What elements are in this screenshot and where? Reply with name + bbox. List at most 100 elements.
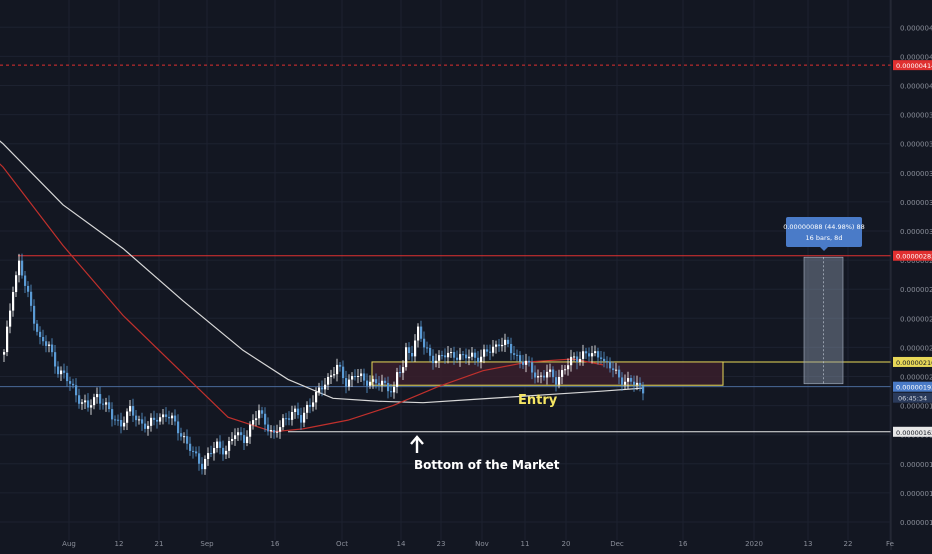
time-tick-label: 20 [562,540,571,548]
candle-down [192,450,195,452]
candle-down [474,352,477,358]
candle-down [510,343,513,354]
candle-up [414,340,417,357]
price-tick-label: 0.00000360 [900,141,932,149]
candle-down [156,419,159,422]
candle-down [153,417,156,420]
candle-up [327,376,330,385]
candle-up [471,352,474,357]
candle-up [279,427,282,432]
candle-up [204,458,207,470]
candle-up [159,417,162,422]
candle-up [60,370,63,375]
time-tick-label: 16 [679,540,688,548]
candle-down [99,394,102,404]
candle-up [162,414,165,418]
candle-up [312,402,315,407]
candle-down [516,354,519,356]
candle-up [231,438,234,442]
candle-down [321,387,324,390]
candle-up [3,352,6,355]
candle-down [366,380,369,386]
candle-down [519,355,522,362]
time-tick-label: Dec [610,540,624,548]
candle-up [123,422,126,427]
candle-down [177,421,180,434]
price-axis[interactable]: 0.000001000.000001200.000001400.00000160… [890,0,932,550]
candle-down [264,413,267,425]
candle-up [306,404,309,413]
time-tick-label: 14 [397,540,406,548]
candle-up [12,292,15,311]
candle-up [438,355,441,361]
candle-up [468,356,471,359]
candle-up [207,453,210,459]
candle-down [39,331,42,337]
candle-up [234,435,237,439]
candle-down [363,373,366,381]
time-tick-label: 13 [804,540,813,548]
candle-down [375,379,378,384]
time-tick-label: 22 [844,540,853,548]
candle-up [417,326,420,341]
candle-up [324,384,327,390]
candle-up [540,375,543,377]
price-tag-resistance-top-bg [893,60,932,71]
candle-down [120,420,123,427]
countdown-tag-bg [893,392,932,403]
candle-down [141,419,144,424]
candle-up [537,376,540,378]
candle-down [453,352,456,358]
candle-up [9,310,12,327]
candle-down [285,418,288,420]
time-tick-label: Nov [475,540,489,548]
candle-up [216,441,219,449]
candle-down [639,382,642,386]
annotations-layer: Entry Bottom of the Market [410,393,560,472]
candle-down [57,366,60,375]
candle-down [210,453,213,455]
candle-down [531,362,534,373]
candle-down [609,361,612,369]
candle-down [342,366,345,379]
candle-up [561,370,564,377]
candle-down [408,347,411,353]
candle-down [390,391,393,393]
measure-label-pointer [820,247,828,251]
time-tick-label: 11 [521,540,530,548]
candle-down [429,347,432,356]
candle-down [603,358,606,362]
price-tick-label: 0.00000100 [900,519,932,527]
candle-down [387,382,390,392]
price-tick-label: 0.00000280 [900,257,932,265]
candle-down [78,395,81,404]
candle-up [318,387,321,392]
candle-up [276,431,279,433]
candle-down [486,349,489,352]
candle-up [369,381,372,386]
price-tag-zone-top: 0.00000210 [896,359,932,367]
candle-down [630,378,633,382]
candle-up [570,356,573,366]
price-tick-label: 0.00000440 [900,24,932,32]
candle-up [258,410,261,419]
candle-up [84,400,87,403]
candle-down [273,430,276,433]
time-axis[interactable]: Aug 12 21 Sep 16 Oct 14 23 Nov 11 20 Dec 16 2020 13 22 F… [62,540,894,548]
time-tick-label: Fe [886,540,894,548]
candle-up [459,354,462,360]
candle-up [447,352,450,358]
candle-up [360,373,363,376]
measure-box [803,256,844,385]
candle-down [465,354,468,359]
candle-up [48,344,51,346]
candle-up [315,391,318,403]
price-tick-label: 0.00000220 [900,344,932,352]
price-tick-label: 0.00000180 [900,403,932,411]
candle-down [114,419,117,421]
candle-up [249,424,252,437]
candle-down [198,453,201,464]
candle-up [558,376,561,385]
candle-down [618,369,621,378]
